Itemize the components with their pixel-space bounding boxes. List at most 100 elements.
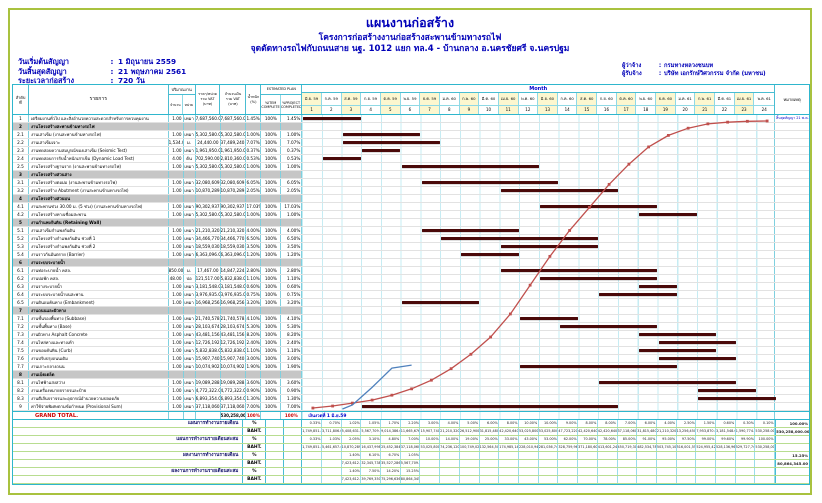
task-name: งานโครงสร้างส่วนบน bbox=[28, 195, 169, 202]
task-unit: เหมา bbox=[184, 299, 196, 306]
summary-month-value: 21,210,320.00 bbox=[440, 428, 460, 435]
month-header: พ.ย. 59 6 bbox=[400, 93, 421, 114]
gantt-strip bbox=[302, 403, 776, 410]
task-name: งานปรับปรุงถนนเดิม bbox=[29, 355, 169, 362]
summary-unit: BAHT. bbox=[242, 460, 267, 467]
summary-month-value bbox=[677, 460, 697, 467]
gantt-bar bbox=[540, 205, 657, 209]
summary-month-value: 62.00% bbox=[558, 436, 579, 443]
summary-month-value: 1,749,851.40 bbox=[302, 444, 322, 451]
summary-unit: % bbox=[242, 452, 267, 459]
summary-month-value: 6.00% bbox=[637, 420, 657, 427]
task-amount bbox=[220, 195, 247, 202]
task-qty: 1.00 bbox=[169, 355, 184, 362]
task-unit-price: 34,466,770.00 bbox=[195, 235, 221, 242]
summary-spacer bbox=[266, 436, 285, 443]
summary-month-value bbox=[539, 476, 559, 483]
summary-month-value: 6.10% bbox=[361, 452, 382, 459]
task-unit: เหมา bbox=[184, 395, 196, 402]
task-weight: 5.30% bbox=[246, 323, 262, 330]
task-unit: เหมา bbox=[184, 291, 196, 298]
summary-label: แผนการทำงานรายเดือนสะสม bbox=[176, 437, 239, 442]
task-project-completed: 0.60% bbox=[281, 283, 303, 290]
summary-month-value: 25,452,384.00 bbox=[381, 444, 401, 451]
task-remark bbox=[775, 403, 809, 410]
summary-month-value bbox=[440, 476, 460, 483]
task-remark bbox=[775, 299, 809, 306]
summary-month-value: 15,907,740.00 bbox=[420, 428, 441, 435]
task-name: งานโครงสร้างส่วนล่าง bbox=[28, 171, 169, 178]
summary-month-value: 43.00% bbox=[519, 436, 539, 443]
task-qty: 1.00 bbox=[169, 115, 184, 122]
summary-month-value: 100.00% bbox=[755, 436, 776, 443]
summary-month-value: 7,953,870.00 bbox=[696, 428, 717, 435]
task-name: งานสะพานช่วง 30.00 ม. (5 ช่วง) (งานสะพาน… bbox=[29, 203, 169, 210]
task-unit: เหมา bbox=[184, 227, 196, 234]
table-row: 5.3 งานโครงสร้างกำแพงกันดิน ช่วงที่ 2 1.00… bbox=[13, 243, 809, 251]
section-row: 2 งานโครงสร้างสะพานข้ามทางรถไฟ bbox=[13, 123, 809, 131]
task-item-completed: 100% bbox=[261, 283, 282, 290]
summary-month-value: 516,001,550.00 bbox=[676, 444, 697, 451]
gantt-strip bbox=[302, 259, 776, 266]
task-item-completed: 100% bbox=[261, 139, 282, 146]
task-remark bbox=[775, 355, 809, 362]
summary-month-value: 7,423,612.00 bbox=[341, 460, 362, 467]
summary-month-value: 99.00% bbox=[696, 436, 717, 443]
task-item-completed bbox=[261, 219, 282, 226]
task-remark bbox=[775, 163, 809, 170]
summary-month-value: 4.80% bbox=[381, 436, 401, 443]
task-amount: 14,847,224.00 bbox=[220, 267, 247, 274]
summary-month-value: 47,723,220.00 bbox=[558, 428, 579, 435]
summary-month-value: 74,236,120.00 bbox=[440, 444, 460, 451]
task-amount: 32,080,609.00 bbox=[220, 179, 247, 186]
gantt-bar bbox=[362, 149, 401, 153]
summary-month-value: 42,420,640.00 bbox=[499, 428, 519, 435]
month-header: มี.ค. 60 10 bbox=[479, 93, 499, 114]
task-remark bbox=[775, 235, 809, 242]
colon: : bbox=[110, 76, 114, 85]
row-number: 3.1 bbox=[13, 179, 29, 186]
summary-total: 100.00% bbox=[775, 420, 809, 427]
table-row: 8.1งานไฟฟ้าแสงสว่าง1.00เหมา19,089,288.00… bbox=[13, 379, 809, 387]
gantt-strip bbox=[302, 379, 776, 386]
task-qty: 1.00 bbox=[169, 147, 184, 154]
summary-month-value bbox=[598, 476, 618, 483]
month-header: ส.ค. 59 3 bbox=[341, 93, 362, 114]
month-header: พ.ค. 60 12 bbox=[518, 93, 539, 114]
summary-month-value: 6.70% bbox=[381, 452, 401, 459]
summary-month-value bbox=[716, 460, 736, 467]
task-name: งานเสาเข็ม (งานสะพานข้ามทางรถไฟ) bbox=[29, 131, 169, 138]
task-qty bbox=[168, 171, 184, 178]
gantt-strip bbox=[302, 163, 776, 170]
table-row: 6.3งานรางระบายน้ำ1.00เหมา3,181,548.003,1… bbox=[13, 283, 809, 291]
grand-total-row: GRAND TOTAL.530,258,000.00100%100%เงินงว… bbox=[13, 411, 809, 420]
summary-month-value: 15.25% bbox=[401, 468, 421, 475]
col-header-weight: น้ำหนัก (%) bbox=[246, 85, 262, 114]
gantt-bar bbox=[342, 141, 440, 145]
gantt-bar bbox=[638, 285, 677, 289]
task-project-completed: 17.03% bbox=[281, 203, 303, 210]
task-weight: 4.10% bbox=[246, 315, 262, 322]
summary-spacer bbox=[284, 444, 303, 451]
gantt-strip bbox=[302, 195, 776, 202]
gantt-bar bbox=[461, 253, 519, 257]
task-qty: 1.00 bbox=[169, 347, 184, 354]
row-number: 6.1 bbox=[13, 267, 29, 274]
gantt-strip bbox=[302, 291, 776, 298]
summary-month-value bbox=[322, 476, 342, 483]
row-number: 7.3 bbox=[13, 331, 29, 338]
summary-month-value bbox=[677, 476, 697, 483]
task-unit-price: 6,363,096.00 bbox=[196, 251, 221, 258]
row-number: 2.4 bbox=[13, 155, 29, 162]
task-name: ค่าใช้จ่ายพิเศษตามข้อกำหนด (Provisional … bbox=[29, 403, 169, 410]
gantt-strip bbox=[302, 139, 776, 146]
row-number: 8.2 bbox=[13, 387, 29, 394]
row-number: 2 bbox=[13, 123, 29, 130]
summary-month-value: 10.00% bbox=[539, 420, 559, 427]
summary-row: BAHT. 7,423,612.0039,769,350.0075,296,636… bbox=[13, 476, 809, 484]
summary-month-value: 174,985,140.00 bbox=[499, 444, 519, 451]
task-amount: 3,976,935.00 bbox=[220, 291, 247, 298]
task-qty bbox=[168, 219, 184, 226]
summary-row: แผนการทำงานรายเดือน% 0.33% 0.70% 1.02% 1.05%… bbox=[13, 420, 809, 428]
summary-month-value bbox=[618, 460, 638, 467]
